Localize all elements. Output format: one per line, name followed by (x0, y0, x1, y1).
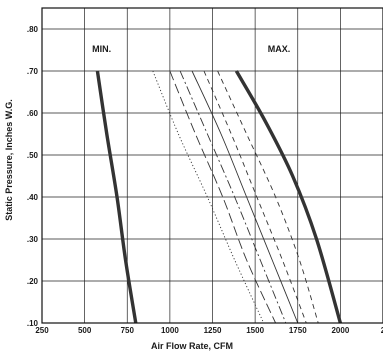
y-tick-label: .20 (27, 277, 39, 286)
y-tick-label: .40 (27, 193, 39, 202)
x-tick-label: 500 (78, 326, 92, 335)
y-tick-label: .70 (27, 67, 39, 76)
x-tick-label: 750 (121, 326, 135, 335)
series-lines (95, 70, 343, 324)
series-label-min: MIN. (92, 44, 111, 54)
series-line-4 (179, 70, 287, 324)
y-tick-label: .30 (27, 235, 39, 244)
series-labels: MIN. MAX. (92, 44, 290, 54)
x-tick-label: 1250 (204, 326, 222, 335)
y-tick-label: .10 (27, 319, 39, 328)
y-axis-title: Static Pressure, Inches W.G. (4, 99, 14, 221)
x-tick-label: 1750 (289, 326, 307, 335)
series-line-3 (169, 70, 276, 324)
y-tick-label: .80 (27, 25, 39, 34)
series-line-6 (203, 70, 307, 324)
x-tick-labels: 250 500 750 1000 1250 1500 1750 2000 2 (35, 326, 383, 335)
x-tick-label: 2000 (331, 326, 349, 335)
y-tick-labels: .10 .20 .30 .40 .50 .60 .70 .80 (27, 25, 39, 328)
x-tick-label: 2 (381, 326, 383, 335)
series-label-max: MAX. (268, 44, 291, 54)
series-line-1 (95, 70, 138, 324)
grid-lines (42, 8, 383, 324)
plot-frame (41, 7, 383, 324)
x-axis-title: Air Flow Rate, CFM (151, 341, 233, 351)
series-line-5 (191, 70, 299, 324)
y-tick-label: .50 (27, 151, 39, 160)
x-tick-label: 1000 (161, 326, 179, 335)
series-line-7 (217, 70, 319, 324)
y-tick-label: .60 (27, 109, 39, 118)
series-line-8 (234, 70, 343, 324)
x-tick-label: 250 (35, 326, 49, 335)
series-line-2 (152, 70, 265, 324)
x-tick-label: 1500 (246, 326, 264, 335)
